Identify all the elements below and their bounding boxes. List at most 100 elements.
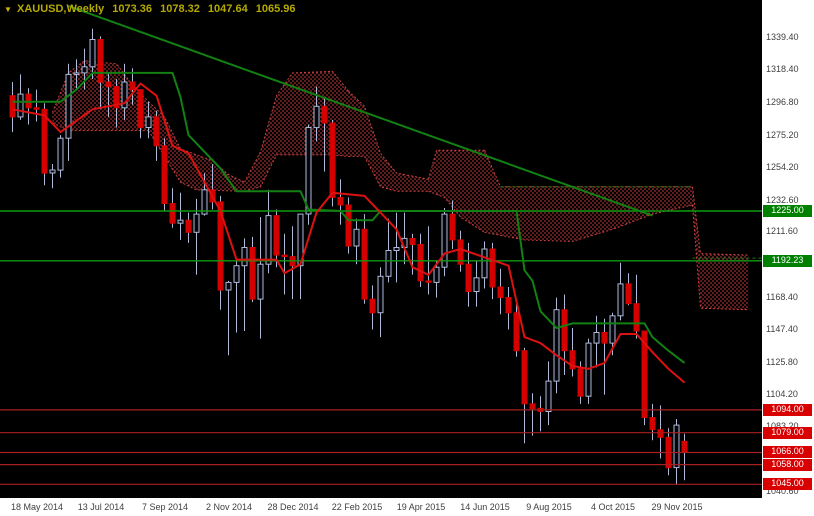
candle-body xyxy=(673,424,680,469)
candle-body xyxy=(33,107,40,110)
candle-body xyxy=(321,105,328,124)
candle-body xyxy=(177,219,184,224)
price-axis-label: 1125.80 xyxy=(766,357,798,367)
ichimoku-cloud xyxy=(348,91,429,192)
candle-body xyxy=(201,189,208,215)
candle-body xyxy=(345,204,352,247)
price-level-badge-green: 1225.00 xyxy=(763,205,812,217)
candle-body xyxy=(73,72,80,75)
cloud-upper-border xyxy=(244,70,349,183)
candle-body xyxy=(593,332,600,344)
time-axis-label: 22 Feb 2015 xyxy=(331,502,383,512)
candle-body xyxy=(481,248,488,279)
price-axis-label: 1275.20 xyxy=(766,130,799,140)
candle-body xyxy=(281,254,288,258)
ichimoku-cloud xyxy=(244,71,349,192)
chart-title: ▼ XAUUSD,Weekly 1073.36 1078.32 1047.64 … xyxy=(4,3,301,15)
candle-body xyxy=(545,380,552,413)
candle-body xyxy=(41,108,48,174)
candle-body xyxy=(521,350,528,405)
candle-body xyxy=(505,297,512,314)
candle-body xyxy=(193,213,200,233)
candle-body xyxy=(233,265,240,283)
cloud-upper-border xyxy=(484,150,693,188)
price-axis-label: 1083.20 xyxy=(766,421,799,431)
price-axis-label: 1211.60 xyxy=(766,226,798,236)
candle-body xyxy=(681,440,688,453)
price-axis-label: 1147.40 xyxy=(766,324,798,334)
price-level-badge-red: 1066.00 xyxy=(763,446,812,458)
price-axis-label: 1040.60 xyxy=(766,486,799,496)
candle-body xyxy=(649,417,656,431)
candle-body xyxy=(601,332,608,344)
chart-canvas xyxy=(0,5,762,485)
time-axis-label: 4 Oct 2015 xyxy=(590,502,636,512)
candle-body xyxy=(9,95,16,118)
price-axis-label: 1254.20 xyxy=(766,162,799,172)
candle-body xyxy=(473,277,480,292)
cloud-lower-border xyxy=(484,204,693,242)
candle-body xyxy=(393,247,400,251)
candle-body xyxy=(49,169,56,174)
symbol-timeframe-label: XAUUSD,Weekly xyxy=(16,3,105,15)
candle-body xyxy=(449,213,456,241)
candle-body xyxy=(225,281,232,291)
candle-body xyxy=(145,116,152,129)
candle-body xyxy=(377,275,384,314)
ohlc-high: 1078.32 xyxy=(160,3,200,15)
chart-plot-area[interactable]: ▼ XAUUSD,Weekly 1073.36 1078.32 1047.64 … xyxy=(0,0,762,498)
candle-body xyxy=(273,215,280,256)
price-axis-label: 1232.60 xyxy=(766,195,799,205)
candle-body xyxy=(497,286,504,299)
ohlc-low: 1047.64 xyxy=(207,3,248,15)
time-axis-label: 13 Jul 2014 xyxy=(77,502,125,512)
price-level-badge-green: 1192.23 xyxy=(763,255,812,267)
candle-body xyxy=(577,368,584,397)
candle-body xyxy=(457,239,464,265)
price-axis[interactable]: 1339.40 1318.40 1296.80 1275.20 1254.20 1232.… xyxy=(762,0,814,498)
candle-body xyxy=(161,145,168,205)
symbol-marker-icon: ▼ xyxy=(4,5,12,14)
candle-body xyxy=(609,315,616,344)
candle-body xyxy=(617,283,624,317)
candle-body xyxy=(65,73,72,139)
kijun-sen-line xyxy=(12,71,686,364)
candle-body xyxy=(129,81,136,91)
tenkan-sen-line xyxy=(12,82,686,384)
time-axis-label: 18 May 2014 xyxy=(10,502,64,512)
price-axis-label: 1296.80 xyxy=(766,97,799,107)
time-axis-label: 28 Dec 2014 xyxy=(267,502,319,512)
candle-body xyxy=(169,203,176,224)
time-axis-label: 14 Jun 2015 xyxy=(460,502,510,512)
candle-body xyxy=(257,263,264,300)
candle-body xyxy=(113,86,120,109)
time-axis-label: 19 Apr 2015 xyxy=(396,502,446,512)
candle-body xyxy=(153,116,160,147)
candle-body xyxy=(265,215,272,265)
cloud-lower-border xyxy=(348,155,429,192)
candle-body xyxy=(217,201,224,291)
candle-body xyxy=(97,39,104,83)
candle-body xyxy=(329,122,336,198)
candle-body xyxy=(529,403,536,409)
candle-body xyxy=(89,39,96,68)
candle-body xyxy=(553,309,560,382)
cloud-upper-border xyxy=(348,90,429,180)
price-level-badge-red: 1058.00 xyxy=(763,459,812,471)
candle-body xyxy=(417,243,424,282)
descending-trendline xyxy=(68,5,653,217)
time-axis[interactable]: 18 May 2014 13 Jul 2014 7 Sep 2014 2 Nov 20… xyxy=(0,498,814,516)
ohlc-close: 1065.96 xyxy=(255,3,296,15)
cloud-lower-border xyxy=(244,154,349,192)
price-level-badge-red: 1079.00 xyxy=(763,427,812,439)
time-axis-label: 7 Sep 2014 xyxy=(141,502,189,512)
candle-body xyxy=(409,237,416,245)
candle-body xyxy=(353,228,360,247)
candle-body xyxy=(57,137,64,171)
candle-body xyxy=(513,312,520,352)
price-axis-label: 1339.40 xyxy=(766,32,799,42)
price-axis-label: 1104.20 xyxy=(766,389,798,399)
candle-body xyxy=(17,93,24,118)
candle-body xyxy=(425,280,432,283)
